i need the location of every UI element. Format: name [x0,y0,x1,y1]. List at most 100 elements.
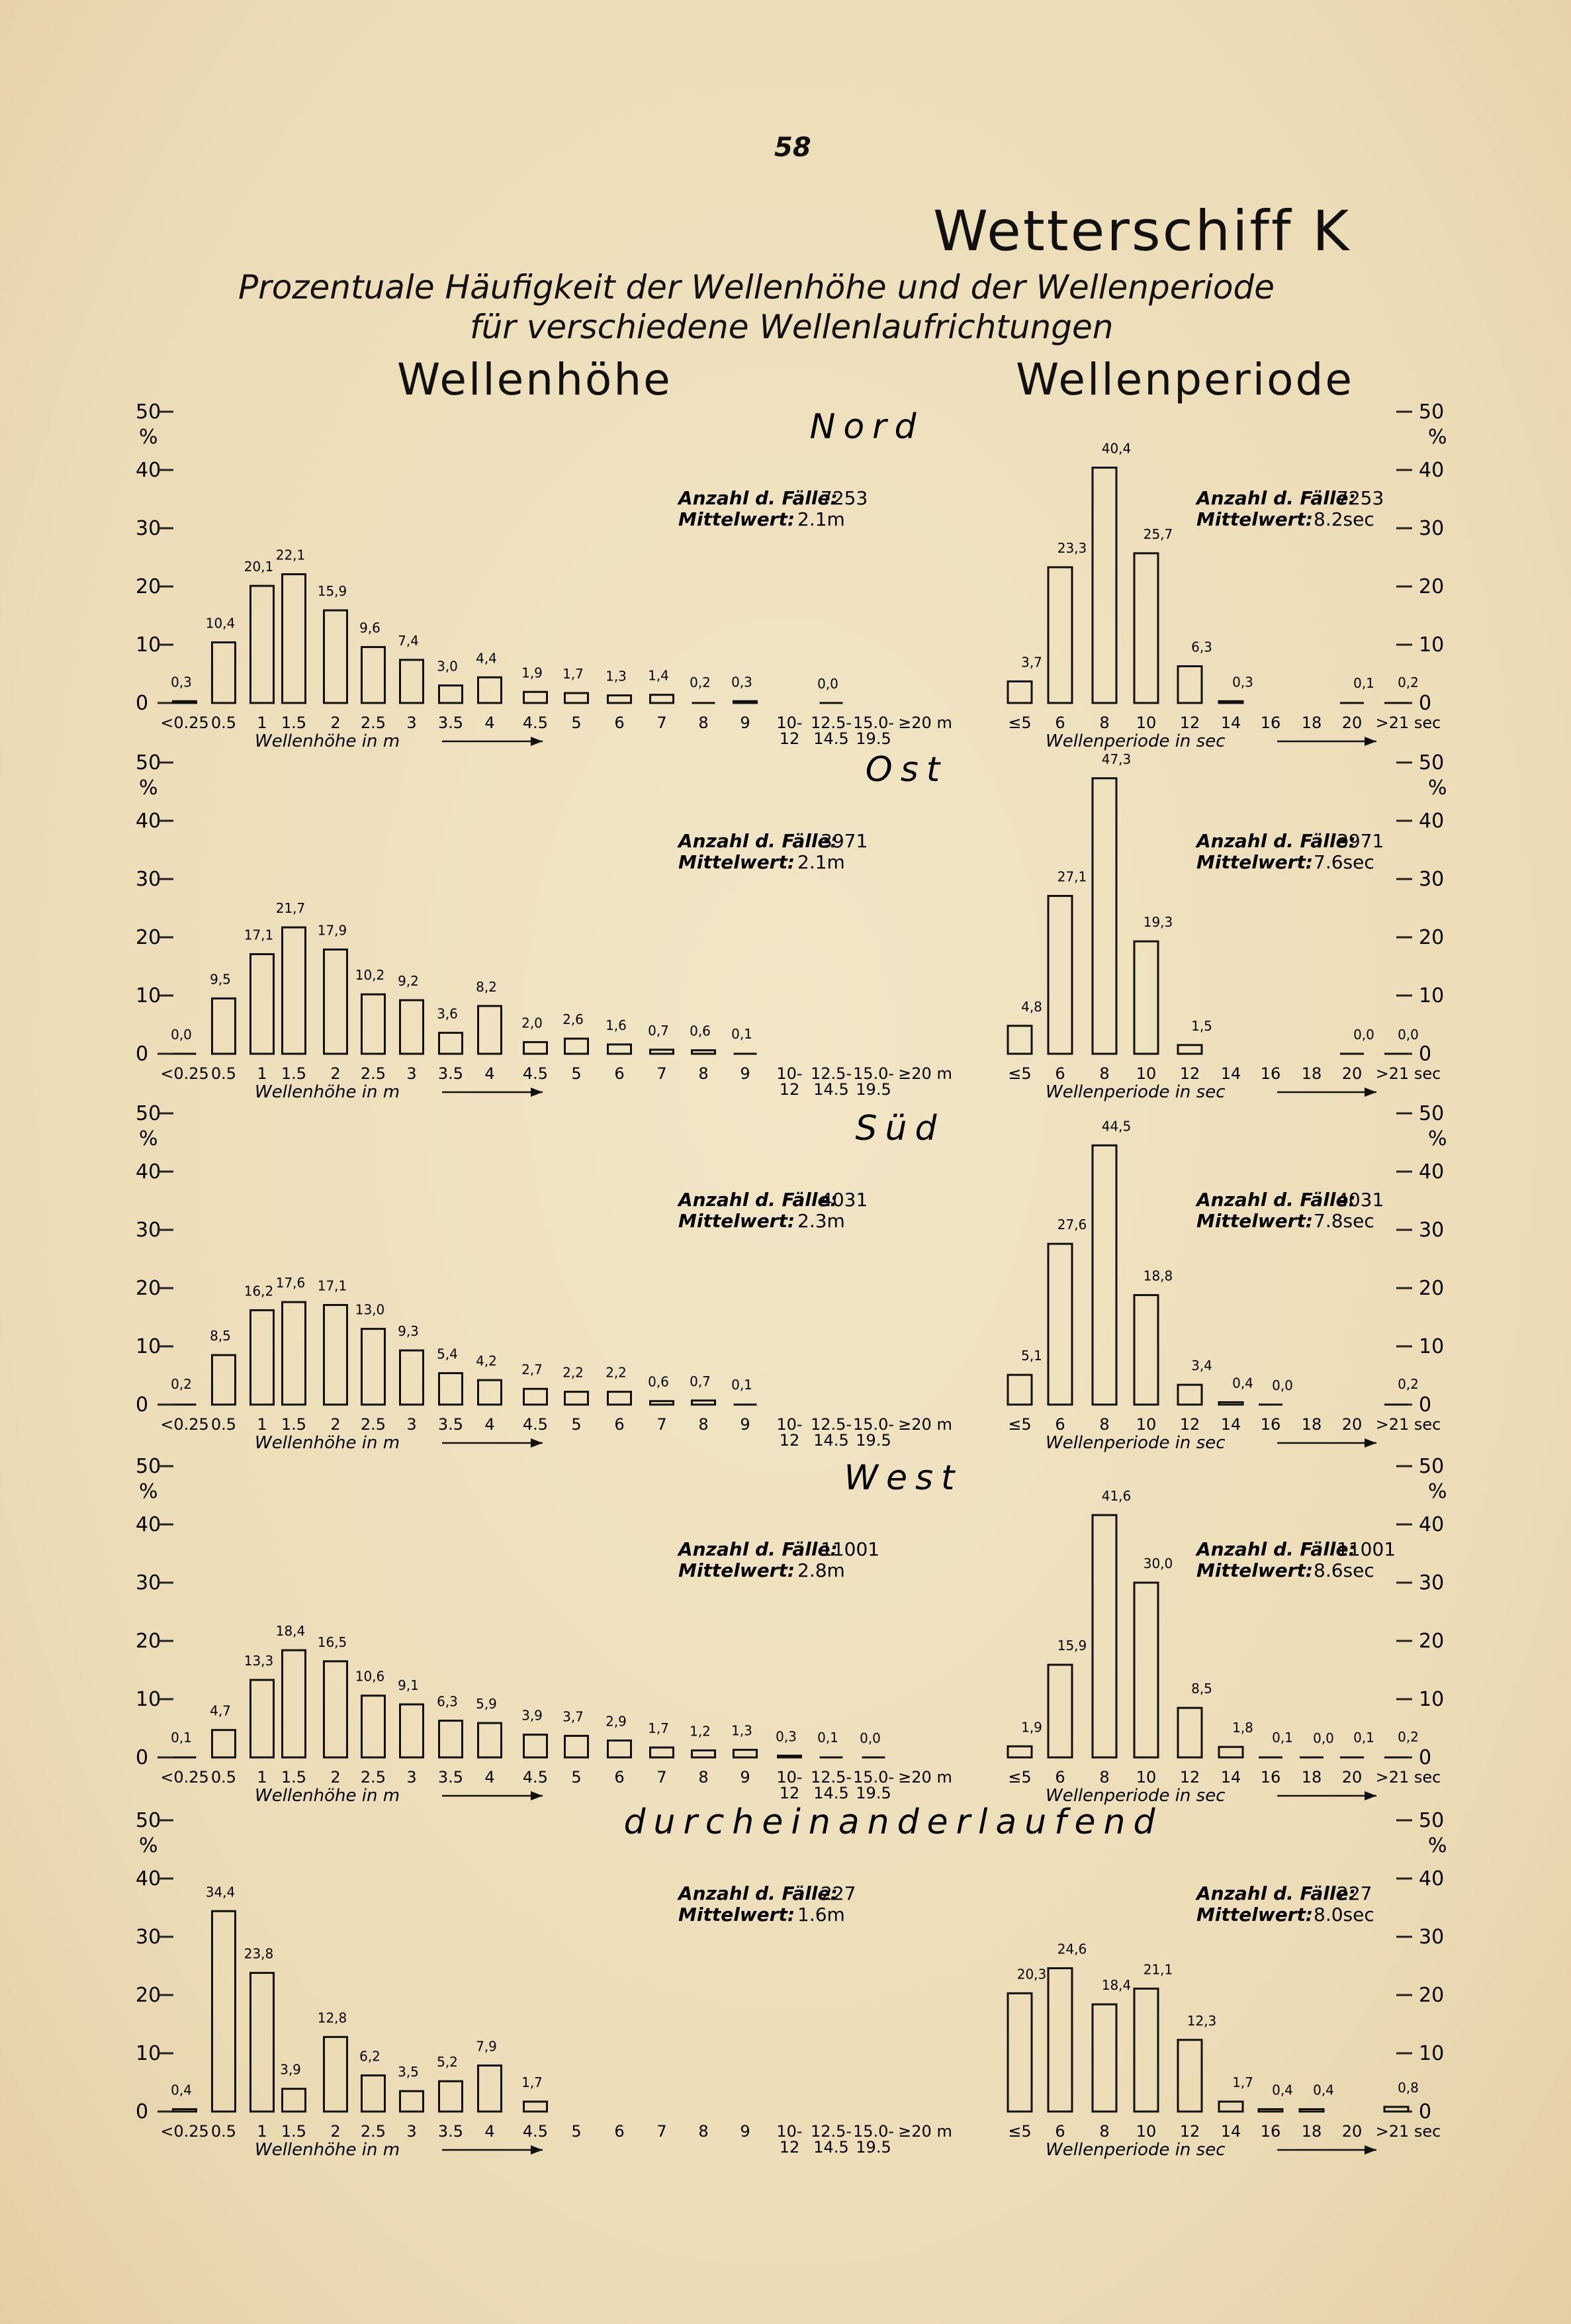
data-label: 3,7 [1021,654,1042,670]
x-tick-label: 3 [406,714,416,732]
bar-wave-height [691,1399,716,1406]
y-tick-label-left: 10 [136,984,161,1007]
bar-wave-height [361,2074,386,2113]
x-tick-label: 10- [776,1064,802,1083]
x-tick-label: 9 [740,1064,750,1083]
data-label: 0,3 [731,674,752,690]
data-label: 0,3 [1232,674,1253,690]
y-tick-label-right: 20 [1419,1277,1444,1300]
data-label: 20,3 [1017,1966,1047,1982]
data-label: 3,7 [562,1708,584,1724]
bar-wave-height [323,609,348,704]
x-tick-label: 14.5 [813,1784,848,1802]
x-tick-label: 20 [1342,714,1363,732]
x-tick-label: 8 [1099,714,1109,732]
data-label: 0,1 [731,1377,752,1393]
data-label: 1,4 [648,668,669,684]
data-label: 9,1 [398,1677,419,1693]
x-tick-label: 15.0- [853,1064,894,1083]
bar-wave-period [1007,1992,1033,2113]
y-tick-label-right: 0 [1419,1393,1431,1417]
x-tick-label: 0.5 [211,1415,236,1434]
data-label: 0,0 [1398,1027,1419,1043]
x-tick-label: 1.5 [281,1768,306,1787]
x-tick-label: >21 sec [1376,2122,1441,2141]
y-tick-label-left: 50 [136,751,161,774]
bar-wave-height [249,1309,275,1406]
x-tick-label: 19.5 [856,2138,891,2157]
bar-wave-height [649,1746,674,1759]
x-tick-label: 2.5 [361,1415,386,1434]
bar-wave-period [1298,2108,1325,2113]
data-label: 5,4 [437,1346,458,1362]
data-label: 1,3 [731,1723,752,1739]
bar-wave-height [249,1679,275,1759]
bar-wave-period [1177,1044,1203,1055]
data-label: 1,3 [606,669,627,684]
x-tick-label: 12 [1180,714,1200,732]
x-tick-label: 16 [1261,2122,1281,2141]
x-tick-label: ≥20 m [898,1768,952,1787]
bar-wave-period [1007,1025,1033,1055]
data-label: 0,0 [171,1027,192,1043]
x-tick-label: 1 [257,1768,267,1787]
x-tick-label: 10- [776,714,802,732]
x-tick-label: 14 [1221,714,1241,732]
data-label: 0,1 [171,1730,192,1745]
y-tick-label-left: 30 [136,1219,161,1242]
data-label: 6,3 [1191,639,1212,655]
bar-wave-height [523,1041,548,1055]
y-tick-label-right: 30 [1419,868,1444,891]
data-label: 18,4 [1102,1977,1132,1993]
count-label: Anzahl d. Fälle: [1195,1882,1356,1904]
x-axis-arrowhead [531,1791,543,1800]
bar-wave-height [523,1387,548,1406]
count-label: Anzahl d. Fälle: [1195,1189,1356,1211]
x-tick-label: 5 [571,1768,581,1787]
data-label: 4,4 [476,650,497,666]
data-label: 8,2 [476,979,497,995]
data-label: 9,6 [359,620,381,636]
bar-wave-height [477,1379,502,1406]
x-tick-label: 19.5 [856,1784,891,1802]
count-label: Anzahl d. Fälle: [1195,487,1356,509]
x-tick-label: 5 [571,2122,581,2141]
data-label: 0,4 [1232,1375,1253,1391]
data-label: 27,6 [1057,1217,1087,1232]
x-tick-label: 7 [656,1415,666,1434]
data-label: 21,1 [1144,1961,1173,1977]
bar-wave-period [1133,1987,1159,2113]
y-unit-left: % [139,1480,158,1503]
mean-label: Mittelwert: [678,1210,795,1232]
y-tick-label-left: 20 [136,1630,161,1653]
x-tick-label: 4 [484,2122,494,2141]
y-tick-label-right: 30 [1419,1571,1444,1595]
x-tick-label: 6 [1055,1064,1065,1083]
bar-wave-height [399,1703,424,1759]
data-label: 24,6 [1057,1941,1087,1957]
x-tick-label: 15.0- [853,1415,894,1434]
x-tick-label: 2 [330,2122,340,2141]
x-tick-label: 12 [1180,1768,1200,1787]
x-tick-label: 7 [656,714,666,732]
bar-wave-height [281,1301,306,1406]
data-label: 2,0 [521,1015,543,1031]
data-label: 8,5 [210,1328,231,1344]
bar-wave-height [607,1391,632,1406]
mean-value: 7.8sec [1314,1210,1374,1232]
data-label: 27,1 [1057,869,1087,885]
x-tick-label: 12.5- [811,1064,852,1083]
mean-value: 2.1m [797,508,845,530]
data-label: 0,4 [1313,2082,1334,2098]
data-label: 6,3 [437,1694,458,1710]
bar-wave-height [649,1400,674,1406]
x-tick-label: 19.5 [856,1431,891,1450]
x-tick-label: 2 [330,1415,340,1434]
bar-wave-height [607,1739,632,1759]
x-tick-label: 4 [484,714,494,732]
data-label: 16,5 [318,1634,347,1650]
bar-wave-height [399,999,424,1055]
y-tick-label-right: 50 [1419,1102,1444,1125]
data-label: 7,4 [398,633,419,649]
